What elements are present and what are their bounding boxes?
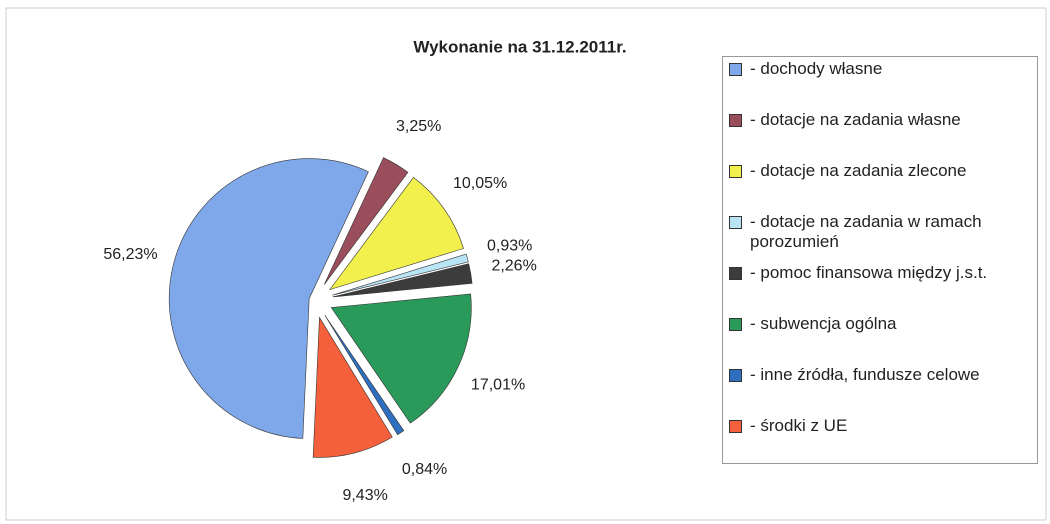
legend-item: - dotacje na zadania zlecone bbox=[729, 161, 1031, 212]
slice-label: 10,05% bbox=[453, 175, 507, 192]
slice-label: 3,25% bbox=[396, 118, 441, 135]
pie-slice bbox=[323, 157, 409, 285]
legend-label: - dochody własne bbox=[750, 59, 883, 78]
pie-slice bbox=[332, 263, 473, 298]
legend-item: - dotacje na zadania własne bbox=[729, 110, 1031, 161]
legend-item: - subwencja ogólna bbox=[729, 314, 1031, 365]
legend-label: - dotacje na zadania w ramach porozumień bbox=[750, 212, 982, 251]
chart-title: Wykonanie na 31.12.2011r. bbox=[413, 37, 626, 56]
legend-label: - dotacje na zadania zlecone bbox=[750, 161, 967, 180]
pie-slice bbox=[328, 177, 464, 291]
legend-item: - pomoc finansowa między j.s.t. bbox=[729, 263, 1031, 314]
pie-slice bbox=[330, 293, 472, 424]
legend-swatch bbox=[729, 63, 742, 76]
legend-swatch bbox=[729, 165, 742, 178]
pie-slice bbox=[332, 253, 469, 296]
legend-item: - środki z UE bbox=[729, 416, 1031, 467]
legend: - dochody własne - dotacje na zadania wła… bbox=[722, 56, 1038, 464]
slice-label: 0,93% bbox=[487, 238, 532, 255]
pie-slice bbox=[324, 314, 405, 436]
slice-label: 17,01% bbox=[471, 377, 525, 394]
legend-swatch bbox=[729, 267, 742, 280]
legend-swatch bbox=[729, 216, 742, 229]
legend-label: - środki z UE bbox=[750, 416, 848, 435]
legend-item: - inne źródła, fundusze celowe bbox=[729, 365, 1031, 416]
frame bbox=[5, 7, 1047, 521]
slice-label: 56,23% bbox=[103, 246, 157, 263]
legend-label: - pomoc finansowa między j.s.t. bbox=[750, 263, 988, 282]
legend-label: - dotacje na zadania własne bbox=[750, 110, 961, 129]
pie-slice bbox=[168, 158, 369, 439]
slice-label: 9,43% bbox=[342, 487, 387, 504]
legend-item: - dochody własne bbox=[729, 59, 1031, 110]
slice-label: 2,26% bbox=[491, 257, 536, 274]
legend-label: - subwencja ogólna bbox=[750, 314, 897, 333]
legend-swatch bbox=[729, 369, 742, 382]
legend-item: - dotacje na zadania w ramach porozumień bbox=[729, 212, 1031, 263]
legend-swatch bbox=[729, 114, 742, 127]
legend-swatch bbox=[729, 420, 742, 433]
pie-slice bbox=[312, 316, 393, 458]
legend-label: - inne źródła, fundusze celowe bbox=[750, 365, 980, 384]
slice-label: 0,84% bbox=[402, 461, 447, 478]
legend-swatch bbox=[729, 318, 742, 331]
